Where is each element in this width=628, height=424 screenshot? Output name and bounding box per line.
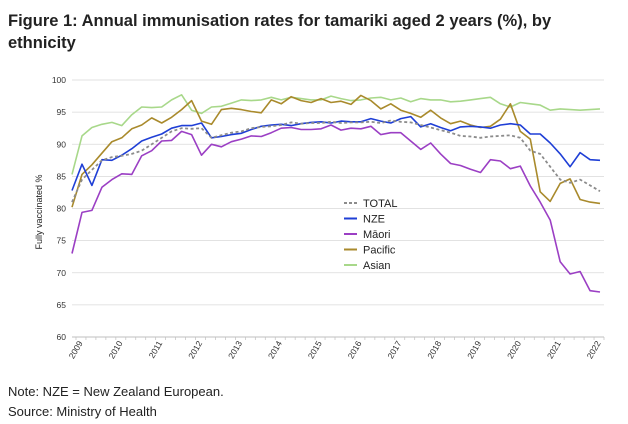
- x-tick-label: 2012: [186, 339, 204, 361]
- y-tick-label: 90: [57, 139, 67, 149]
- x-tick-label: 2016: [346, 339, 364, 361]
- legend-label: TOTAL: [363, 198, 397, 210]
- legend-label: NZE: [363, 214, 385, 226]
- x-tick-label: 2011: [147, 339, 165, 360]
- note-text: Note: NZE = New Zealand European.: [8, 384, 224, 399]
- y-tick-label: 75: [57, 236, 67, 246]
- x-tick-label: 2014: [266, 339, 284, 361]
- source-text: Source: Ministry of Health: [8, 404, 157, 419]
- x-tick-label: 2020: [505, 339, 523, 361]
- legend-label: Pacific: [363, 245, 396, 257]
- y-tick-label: 100: [52, 75, 66, 85]
- y-tick-label: 85: [57, 171, 67, 181]
- x-tick-label: 2017: [385, 339, 403, 361]
- legend-label: Asian: [363, 260, 391, 272]
- x-tick-label: 2022: [585, 339, 603, 361]
- x-tick-label: 2013: [226, 339, 244, 361]
- series-line-pacific: [71, 94, 601, 208]
- legend: TOTAL NZE Māori Pacific Asian: [344, 198, 397, 272]
- x-tick-label: 2018: [425, 339, 443, 361]
- series-layer: [71, 94, 601, 293]
- y-tick-label: 80: [57, 204, 67, 214]
- axis-layer: 60 65 70 75 80 85 90 95 100 2009 2010 2011 2012 2013 2…: [52, 75, 605, 361]
- series-line-total: [71, 119, 601, 203]
- y-axis-label: Fully vaccinated %: [34, 174, 44, 249]
- x-tick-label: 2010: [106, 339, 124, 361]
- legend-label: Māori: [363, 229, 391, 241]
- x-tick-label: 2015: [306, 339, 324, 361]
- y-tick-label: 65: [57, 300, 67, 310]
- series-line-mori: [71, 124, 601, 293]
- y-tick-label: 60: [57, 332, 67, 342]
- series-line-asian: [71, 94, 601, 175]
- page-title: Figure 1: Annual immunisation rates for …: [8, 12, 552, 52]
- x-tick-label: 2019: [465, 339, 483, 361]
- x-tick-label: 2009: [67, 339, 85, 361]
- x-tick-label: 2021: [545, 339, 563, 361]
- y-tick-label: 70: [57, 268, 67, 278]
- y-tick-label: 95: [57, 107, 67, 117]
